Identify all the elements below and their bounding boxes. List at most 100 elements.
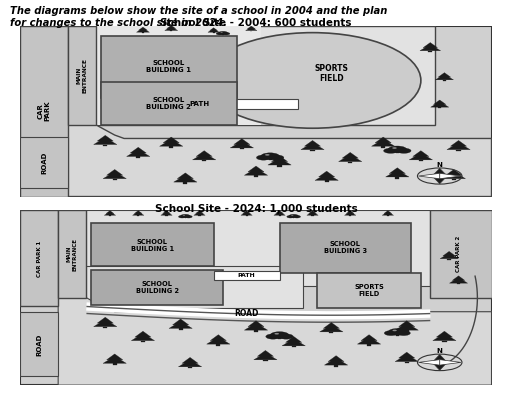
Bar — [20, 137, 68, 188]
Bar — [100, 36, 237, 98]
Circle shape — [397, 148, 411, 153]
Polygon shape — [395, 177, 399, 179]
Polygon shape — [395, 323, 418, 330]
Polygon shape — [278, 338, 281, 339]
Polygon shape — [246, 27, 257, 31]
Text: School Site - 2004: 600 students: School Site - 2004: 600 students — [160, 18, 352, 28]
Polygon shape — [278, 165, 282, 167]
Polygon shape — [310, 150, 315, 151]
Polygon shape — [396, 152, 399, 154]
Circle shape — [216, 33, 223, 35]
Polygon shape — [103, 356, 126, 363]
Polygon shape — [134, 211, 142, 214]
Polygon shape — [404, 362, 409, 363]
Polygon shape — [323, 322, 339, 328]
Text: ROAD: ROAD — [234, 309, 259, 318]
Text: MAIN
ENTRANCE: MAIN ENTRANCE — [67, 237, 78, 271]
Circle shape — [266, 334, 280, 339]
Polygon shape — [399, 321, 415, 327]
Ellipse shape — [204, 33, 421, 128]
Polygon shape — [418, 173, 440, 179]
Text: ROAD: ROAD — [36, 334, 42, 356]
Polygon shape — [196, 211, 203, 214]
Polygon shape — [58, 298, 492, 385]
Polygon shape — [367, 344, 371, 346]
Polygon shape — [382, 212, 394, 215]
Polygon shape — [142, 32, 144, 33]
Polygon shape — [163, 137, 179, 143]
Polygon shape — [169, 321, 193, 328]
Polygon shape — [165, 27, 178, 31]
Polygon shape — [254, 175, 258, 177]
Circle shape — [223, 33, 230, 35]
Polygon shape — [234, 139, 250, 145]
Polygon shape — [446, 170, 462, 175]
Text: SPORTS
FIELD: SPORTS FIELD — [354, 284, 384, 297]
Polygon shape — [216, 344, 221, 346]
Polygon shape — [68, 125, 492, 197]
Polygon shape — [182, 357, 198, 363]
Circle shape — [383, 148, 398, 153]
Polygon shape — [199, 215, 201, 216]
Polygon shape — [404, 330, 409, 332]
Polygon shape — [248, 166, 264, 172]
Polygon shape — [244, 323, 268, 330]
Bar — [87, 210, 430, 285]
Polygon shape — [160, 139, 183, 146]
Polygon shape — [432, 362, 447, 370]
Polygon shape — [357, 337, 381, 344]
Text: SCHOOL
BUILDING 2: SCHOOL BUILDING 2 — [146, 97, 191, 110]
Bar — [91, 223, 214, 266]
Polygon shape — [442, 172, 465, 179]
Polygon shape — [137, 215, 139, 216]
Polygon shape — [325, 358, 348, 365]
Polygon shape — [167, 25, 176, 29]
Polygon shape — [432, 176, 447, 184]
Bar — [100, 99, 298, 110]
Bar — [91, 270, 223, 305]
Text: SCHOOL
BUILDING 3: SCHOOL BUILDING 3 — [324, 241, 367, 254]
Polygon shape — [240, 148, 244, 150]
Polygon shape — [447, 259, 451, 260]
Bar — [317, 273, 421, 308]
Bar — [20, 312, 58, 376]
Polygon shape — [254, 330, 258, 332]
Text: The diagrams below show the site of a school in 2004 and the plan
for changes to: The diagrams below show the site of a sc… — [10, 6, 388, 27]
Polygon shape — [443, 80, 446, 81]
Circle shape — [389, 328, 406, 335]
Text: PATH: PATH — [189, 101, 209, 107]
Circle shape — [279, 334, 293, 339]
Polygon shape — [282, 339, 305, 346]
Polygon shape — [384, 211, 392, 214]
Text: SCHOOL
BUILDING 1: SCHOOL BUILDING 1 — [131, 239, 174, 252]
Polygon shape — [173, 319, 189, 325]
Text: ROAD: ROAD — [41, 151, 47, 173]
Circle shape — [293, 215, 301, 218]
Polygon shape — [268, 158, 291, 165]
Circle shape — [274, 333, 279, 335]
Circle shape — [261, 153, 280, 160]
Circle shape — [397, 331, 411, 335]
Polygon shape — [248, 321, 264, 327]
Circle shape — [181, 214, 190, 218]
Polygon shape — [247, 26, 255, 29]
Polygon shape — [241, 212, 252, 215]
Text: CAR PARK 2: CAR PARK 2 — [456, 236, 461, 272]
Bar — [87, 266, 303, 308]
Circle shape — [183, 215, 185, 216]
Text: CAR PARK 1: CAR PARK 1 — [37, 241, 42, 278]
Polygon shape — [447, 143, 470, 150]
Polygon shape — [161, 212, 172, 215]
Polygon shape — [163, 211, 170, 214]
Polygon shape — [106, 211, 114, 214]
Polygon shape — [399, 352, 415, 358]
Circle shape — [257, 155, 271, 160]
Polygon shape — [97, 135, 113, 141]
Polygon shape — [269, 159, 272, 160]
Polygon shape — [440, 173, 461, 179]
Polygon shape — [386, 170, 409, 177]
Polygon shape — [432, 168, 447, 176]
Polygon shape — [361, 335, 377, 341]
Bar — [20, 26, 68, 197]
Polygon shape — [387, 215, 389, 216]
